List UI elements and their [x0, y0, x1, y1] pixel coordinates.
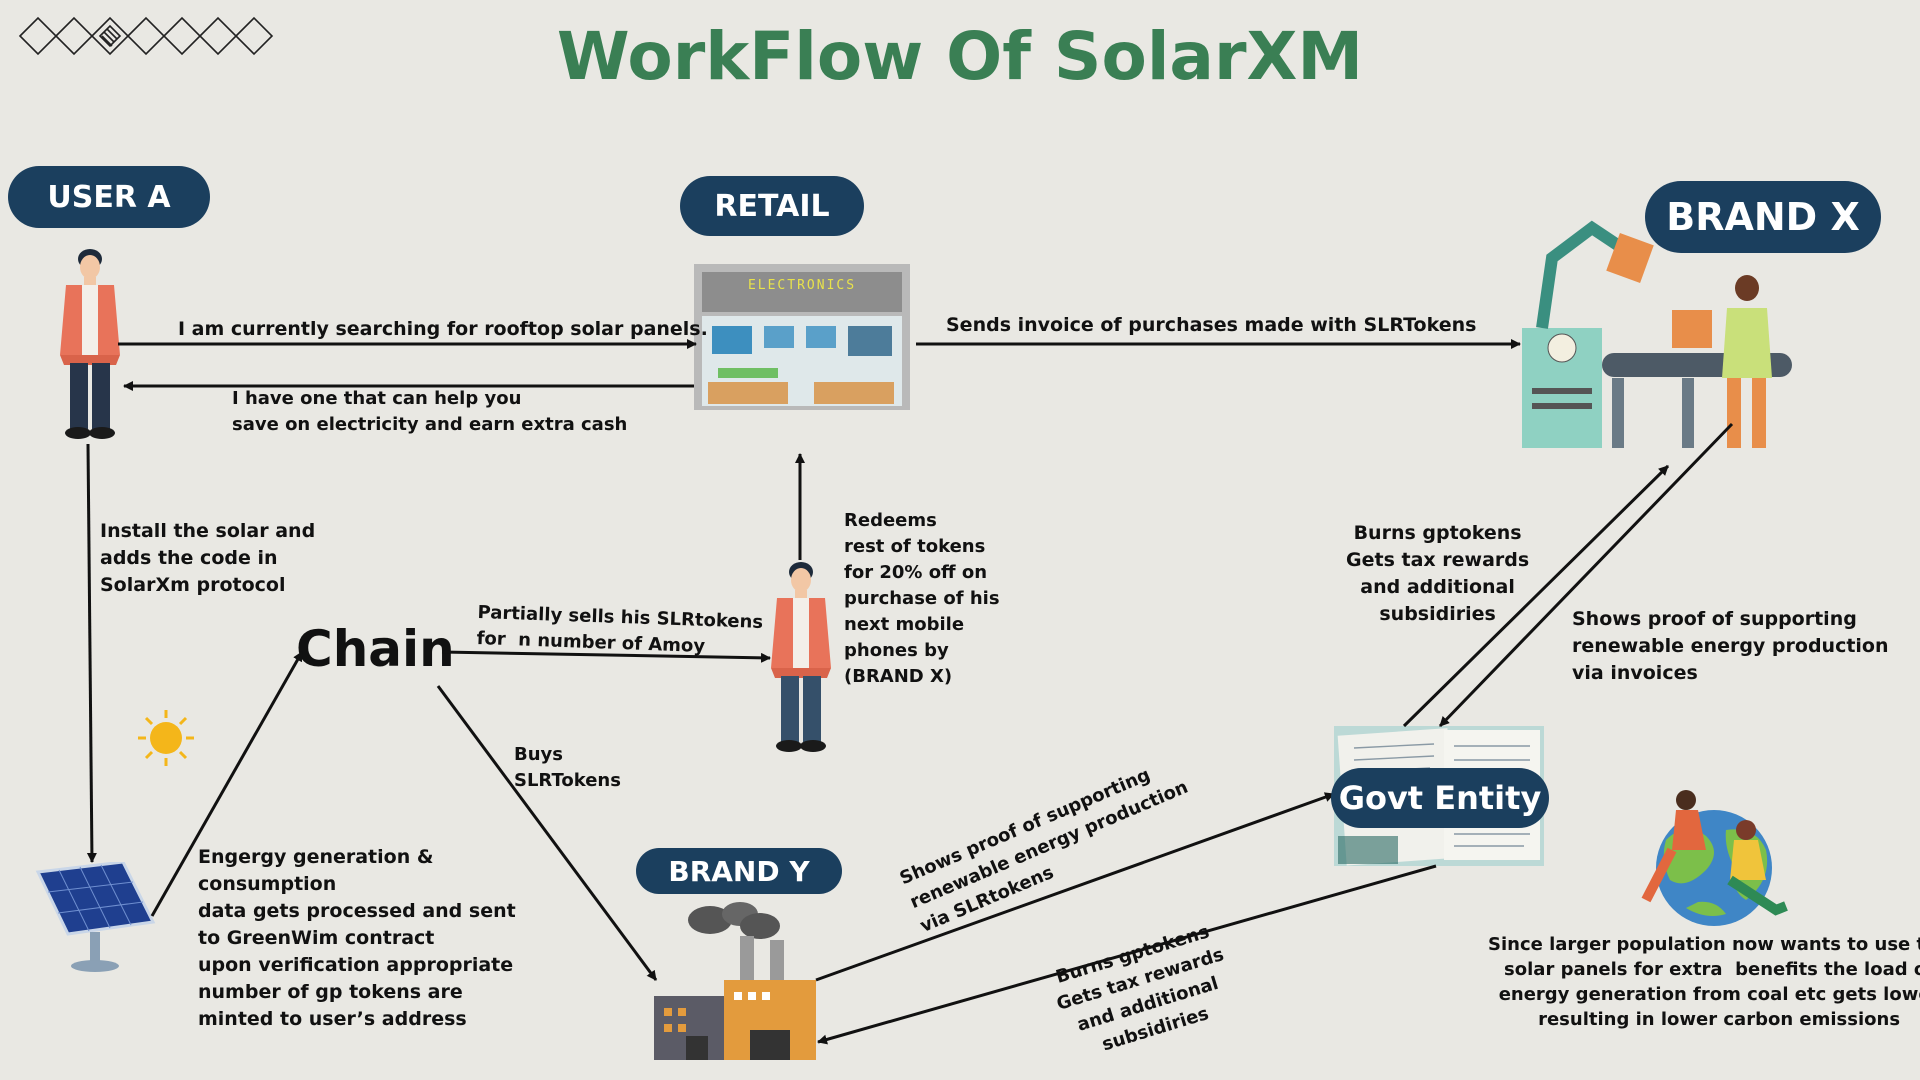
arrow-brandx-to-govt [1438, 422, 1734, 728]
label-retail-to-brandx: Sends invoice of purchases made with SLR… [946, 314, 1477, 336]
person-icon [60, 249, 120, 439]
label-buys: Buys SLRTokens [514, 744, 621, 791]
label-carbon-note: Since larger population now wants to use… [1488, 934, 1920, 1030]
arrow-chain-to-person [441, 650, 771, 663]
arrow-chain-to-brandy [436, 685, 658, 981]
chain-label: Chain [296, 620, 455, 678]
page-title: WorkFlow Of SolarXM [556, 18, 1364, 95]
arrow-user-to-solar [86, 443, 97, 863]
label-redeems: Redeems rest of tokens for 20% off on pu… [844, 510, 1000, 687]
arrow-govt-to-brandy [817, 864, 1437, 1045]
factory-robot-icon [1522, 220, 1792, 448]
sun-icon [138, 710, 194, 766]
label-install: Install the solar and adds the code in S… [100, 520, 316, 596]
label-shows-proof-invoices: Shows proof of supporting renewable ener… [1572, 608, 1889, 684]
store-icon: ELECTRONICS [694, 264, 910, 410]
actor-govt-entity: Govt Entity [1331, 768, 1549, 828]
actor-user-a: USER A [8, 166, 210, 228]
arrow-solar-to-chain [150, 651, 304, 917]
diamond-chain-logo [18, 16, 274, 56]
actor-brand-y: BRAND Y [636, 848, 842, 894]
label-partial-sell: Partially sells his SLRtokens for n numb… [476, 601, 764, 657]
factory-icon [654, 902, 816, 1060]
actor-retail: RETAIL [680, 176, 864, 236]
arrow-brandy-to-govt [815, 792, 1335, 982]
actor-brand-x: BRAND X [1645, 181, 1881, 253]
label-retail-to-user: I have one that can help you save on ele… [232, 388, 628, 435]
label-user-to-retail: I am currently searching for rooftop sol… [178, 318, 708, 340]
label-energy: Engergy generation & consumption data ge… [198, 846, 516, 1030]
arrow-govt-to-brandx [1402, 464, 1670, 728]
person-icon [771, 562, 831, 752]
solar-panel-icon [35, 862, 156, 972]
label-burns-upper: Burns gptokens Gets tax rewards and addi… [1346, 522, 1530, 625]
globe-people-icon [1641, 790, 1788, 926]
store-sign: ELECTRONICS [747, 278, 857, 293]
